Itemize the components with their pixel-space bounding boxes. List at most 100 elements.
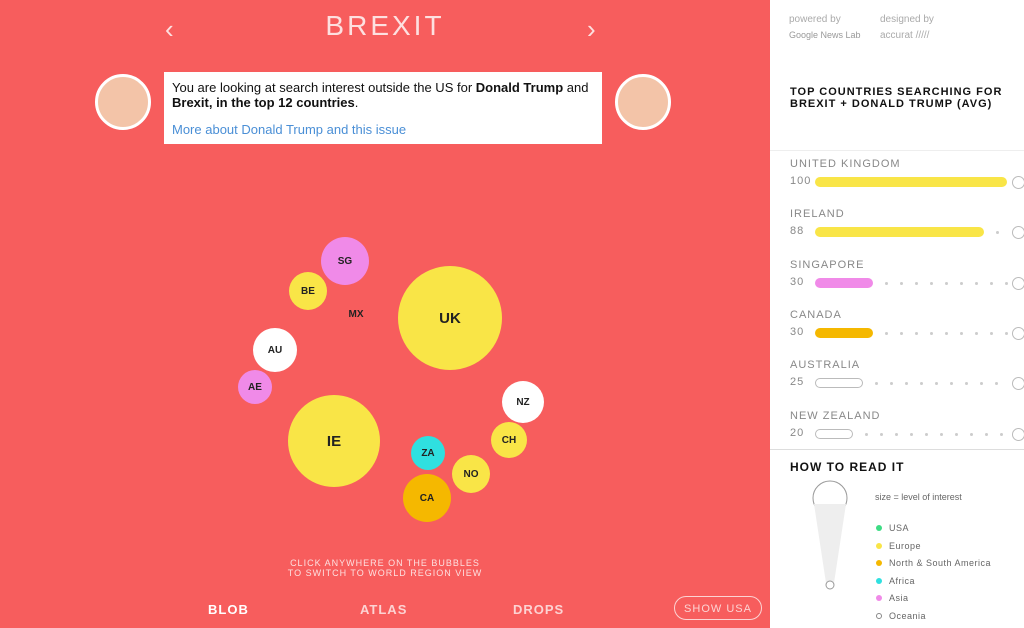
bubble: CA — [403, 474, 451, 522]
avatar — [615, 74, 671, 130]
dot — [884, 281, 888, 285]
legend-swatch — [876, 525, 882, 531]
value-label: 25 — [790, 376, 805, 389]
country-name: SINGAPORE — [790, 258, 865, 271]
tooltip: You are looking at search interest outsi… — [164, 72, 602, 144]
dot — [890, 382, 893, 386]
sidebar: powered by Google News Lab designed by a… — [770, 0, 1024, 628]
bubble: AE — [238, 370, 272, 404]
text: size = level of interest — [875, 492, 962, 502]
legend-swatch — [876, 560, 882, 567]
dot — [955, 432, 959, 436]
size-icon — [812, 480, 848, 590]
show-usa-button[interactable]: SHOW USA — [674, 596, 762, 620]
dot — [905, 382, 908, 386]
legend-swatch — [876, 595, 882, 602]
text: . — [354, 95, 359, 110]
hint: CLICK ANYWHERE ON THE BUBBLES TO SWITCH T… — [0, 558, 770, 578]
dot — [884, 331, 888, 335]
text: and — [563, 80, 589, 95]
bubble: SG — [321, 237, 369, 285]
dot — [989, 281, 993, 285]
divider — [770, 150, 1024, 151]
dot — [920, 382, 923, 386]
value-label: 30 — [790, 325, 805, 338]
add-button[interactable] — [1012, 226, 1024, 240]
text: powered by — [789, 14, 841, 25]
dot — [970, 432, 974, 436]
bubble: BE — [289, 272, 327, 310]
text: accurat ///// — [880, 30, 930, 41]
legend-swatch — [876, 542, 882, 549]
bar — [815, 227, 984, 238]
country-name: IRELAND — [790, 208, 845, 221]
add-button[interactable] — [1012, 276, 1024, 290]
divider — [770, 449, 1024, 450]
dot — [974, 281, 978, 285]
value-label: 100 — [790, 175, 812, 187]
dot — [995, 231, 999, 235]
country-name: CANADA — [790, 308, 842, 321]
nav-item[interactable]: DROPS — [513, 602, 565, 617]
nav-item[interactable]: ATLAS — [360, 602, 408, 617]
bubble: AU — [253, 328, 297, 372]
dot — [935, 382, 938, 386]
country-name: NEW ZEALAND — [790, 409, 881, 422]
dot — [914, 331, 918, 335]
dot — [950, 382, 953, 386]
text: Donald Trump — [475, 80, 564, 95]
value-label: 30 — [790, 275, 805, 288]
dot — [875, 382, 878, 386]
legend-label: Oceania — [889, 611, 927, 621]
bubble: NZ — [502, 381, 544, 423]
dot — [989, 331, 993, 335]
dot — [940, 432, 944, 436]
dot — [965, 382, 968, 386]
legend-label: Europe — [889, 540, 922, 551]
dot — [1004, 331, 1008, 335]
bubble: CH — [491, 422, 527, 458]
bubble: IE — [288, 395, 380, 487]
legend-swatch — [876, 577, 882, 584]
bar — [815, 177, 1007, 187]
country-name: AUSTRALIA — [790, 359, 861, 372]
add-button[interactable] — [1012, 326, 1024, 340]
dot — [910, 432, 914, 436]
dot — [974, 331, 978, 335]
nav-item[interactable]: BLOB — [208, 602, 249, 617]
dot — [925, 432, 929, 436]
dot — [865, 432, 869, 436]
bubble: NO — [452, 455, 490, 493]
next-arrow[interactable]: › — [587, 14, 596, 44]
value-label: 88 — [790, 225, 805, 238]
bar — [815, 327, 873, 338]
add-button[interactable] — [1012, 377, 1024, 391]
country-name: UNITED KINGDOM — [790, 158, 901, 170]
text: CLICK ANYWHERE ON THE BUBBLES — [290, 558, 480, 568]
bar — [815, 428, 854, 439]
dot — [914, 281, 918, 285]
legend-label: Asia — [889, 593, 909, 604]
how-title: HOW TO READ IT — [790, 460, 905, 474]
bubble: ZA — [411, 436, 445, 470]
bar — [815, 378, 863, 389]
text: designed by — [880, 14, 934, 25]
value-label: 20 — [790, 426, 805, 439]
dot — [944, 331, 948, 335]
title: BREXIT — [325, 10, 445, 41]
legend-label: USA — [889, 523, 910, 533]
dot — [944, 281, 948, 285]
text: Google News Lab — [789, 30, 861, 40]
text: TO SWITCH TO WORLD REGION VIEW — [287, 568, 483, 578]
dot — [929, 331, 933, 335]
dot — [985, 432, 989, 436]
bubble: UK — [398, 266, 502, 370]
add-button[interactable] — [1012, 427, 1024, 441]
add-button[interactable] — [1012, 176, 1024, 189]
dot — [899, 331, 903, 335]
dot — [895, 432, 899, 436]
prev-arrow[interactable]: ‹ — [165, 14, 174, 44]
bar — [815, 277, 873, 288]
link[interactable]: More about Donald Trump and this issue — [172, 122, 407, 137]
